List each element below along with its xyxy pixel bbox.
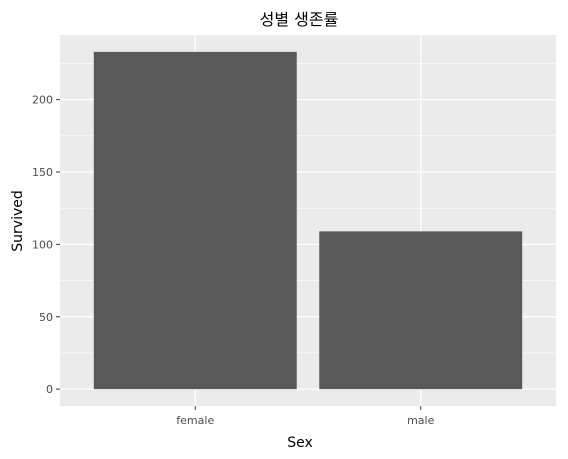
- bar-male: [319, 231, 523, 390]
- y-axis: 0 50 100 150 200: [32, 94, 60, 396]
- x-axis-title: Sex: [287, 435, 313, 451]
- x-tick-label: female: [176, 414, 214, 427]
- y-tick-label: 200: [32, 94, 53, 107]
- x-tick-label: male: [407, 414, 435, 427]
- bar-female: [93, 51, 297, 390]
- x-axis: female male: [176, 406, 435, 427]
- y-axis-title: Survived: [10, 190, 26, 251]
- y-tick-label: 50: [39, 311, 53, 324]
- y-tick-label: 100: [32, 238, 53, 251]
- y-tick-label: 0: [46, 383, 53, 396]
- bars: [93, 51, 523, 390]
- chart-title: 성별 생존률: [260, 10, 339, 29]
- y-tick-label: 150: [32, 166, 53, 179]
